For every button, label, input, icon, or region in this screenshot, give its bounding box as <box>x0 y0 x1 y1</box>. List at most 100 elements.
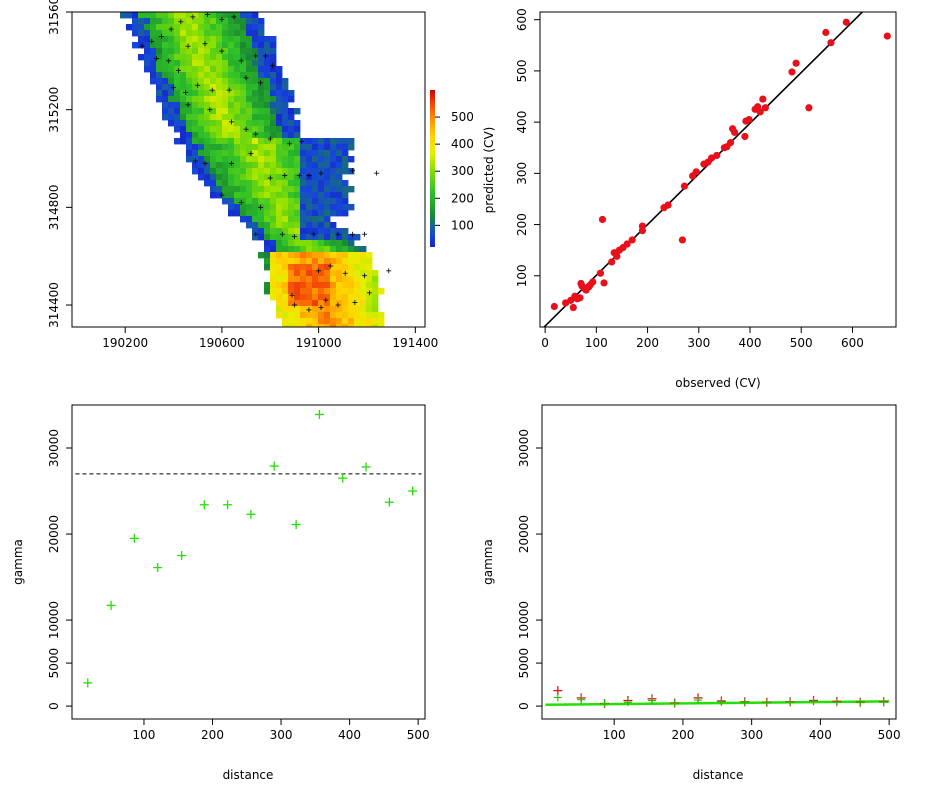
raster-cell <box>210 180 217 187</box>
raster-cell <box>282 78 289 85</box>
raster-cell <box>180 48 187 55</box>
raster-cell <box>324 324 331 327</box>
raster-cell <box>228 210 235 217</box>
raster-cell <box>252 138 259 145</box>
raster-cell <box>252 78 259 85</box>
raster-cell <box>300 234 307 241</box>
raster-cell <box>348 270 355 277</box>
raster-cell <box>198 144 205 151</box>
raster-cell <box>306 222 313 229</box>
raster-cell <box>180 18 187 25</box>
raster-cell <box>282 156 289 163</box>
sample-point <box>183 90 189 96</box>
raster-cell <box>186 36 193 43</box>
raster-cell <box>288 240 295 247</box>
raster-cell <box>330 192 337 199</box>
raster-cell <box>312 222 319 229</box>
raster-cell <box>312 144 319 151</box>
sample-point <box>262 53 268 59</box>
raster-cell <box>282 174 289 181</box>
raster-cell <box>234 36 241 43</box>
raster-cell <box>156 36 163 43</box>
raster-cell <box>300 282 307 289</box>
raster-cell <box>132 18 139 25</box>
raster-cell <box>252 30 259 37</box>
colorbar-tick-label: 200 <box>451 191 474 205</box>
residual-variogram-ylabel: gamma <box>481 539 495 585</box>
raster-cell <box>246 144 253 151</box>
cv-x-tick-label: 300 <box>687 336 710 350</box>
raster-cell <box>288 288 295 295</box>
raster-cell <box>150 60 157 67</box>
raster-cell <box>234 84 241 91</box>
raster-cell <box>282 312 289 319</box>
raster-cell <box>198 126 205 133</box>
raster-cell <box>246 60 253 67</box>
raster-cell <box>360 318 367 325</box>
raster-cell <box>240 78 247 85</box>
raster-cell <box>324 162 331 169</box>
sample-point <box>229 119 235 125</box>
raster-cell <box>354 282 361 289</box>
raster-cell <box>150 36 157 43</box>
raster-cell <box>342 180 349 187</box>
raster-cell <box>216 168 223 175</box>
raster-cell <box>348 294 355 301</box>
raster-cell <box>264 180 271 187</box>
raster-cell <box>294 282 301 289</box>
raster-cell <box>294 216 301 223</box>
raster-cell <box>288 108 295 115</box>
raster-cell <box>198 174 205 181</box>
raster-cell <box>354 246 361 253</box>
raster-cell <box>264 144 271 151</box>
raster-cell <box>252 18 259 25</box>
raster-cell <box>324 174 331 181</box>
raster-cell <box>246 186 253 193</box>
raster-cell <box>342 282 349 289</box>
sample-point <box>175 68 181 74</box>
map-y-tick-label: 315600 <box>47 0 61 35</box>
raster-cell <box>258 156 265 163</box>
raster-cell <box>282 282 289 289</box>
raster-cell <box>186 12 193 19</box>
raster-cell <box>294 108 301 115</box>
raster-cell <box>282 288 289 295</box>
raster-cell <box>162 72 169 79</box>
raster-cell <box>336 306 343 313</box>
raster-cell <box>222 180 229 187</box>
raster-cell <box>246 222 253 229</box>
raster-cell <box>228 36 235 43</box>
sample-point <box>299 138 305 144</box>
variogram-points <box>75 409 422 688</box>
raster-cell <box>210 114 217 121</box>
raster-cell <box>240 192 247 199</box>
cv-point <box>756 108 764 116</box>
raster-cell <box>222 42 229 49</box>
raster-cell <box>174 30 181 37</box>
raster-cell <box>366 276 373 283</box>
cv-point <box>628 236 636 244</box>
raster-cell <box>246 168 253 175</box>
raster-cell <box>282 246 289 253</box>
raster-cell <box>276 72 283 79</box>
raster-cell <box>252 84 259 91</box>
sample-point <box>219 16 225 22</box>
sample-point <box>323 297 329 303</box>
raster-cell <box>156 42 163 49</box>
raster-cell <box>198 114 205 121</box>
raster-cell <box>222 156 229 163</box>
raster-cell <box>324 240 331 247</box>
raster-cell <box>228 174 235 181</box>
raster-cell <box>168 54 175 61</box>
raster-cell <box>366 318 373 325</box>
raster-cell <box>264 138 271 145</box>
raster-cell <box>294 192 301 199</box>
raster-cell <box>240 180 247 187</box>
raster-cell <box>264 288 271 295</box>
raster-cell <box>252 132 259 139</box>
raster-cell <box>186 138 193 145</box>
raster-cell <box>360 258 367 265</box>
raster-cell <box>138 12 145 19</box>
raster-cell <box>246 210 253 217</box>
raster-cell <box>216 180 223 187</box>
